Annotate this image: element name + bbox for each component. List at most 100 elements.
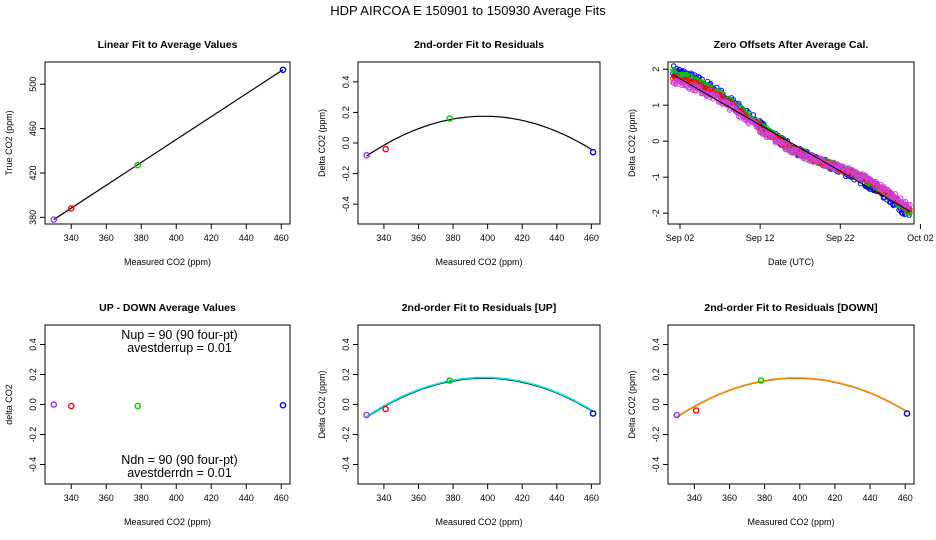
data-point-blue [903, 410, 911, 417]
plot-title: Linear Fit to Average Values [98, 39, 238, 51]
y-tick-label: 0.2 [341, 368, 351, 381]
data-point-blue [589, 148, 597, 156]
data-point-blue [589, 410, 597, 417]
data-point-red [382, 405, 389, 413]
x-tick-label: 420 [204, 233, 219, 243]
y-tick-label: 0.4 [28, 338, 38, 351]
x-tick-label: 440 [239, 233, 254, 243]
fit-line [53, 69, 284, 221]
y-tick-label: 0.0 [341, 398, 351, 411]
data-point-purple [50, 216, 58, 223]
x-tick-label: 420 [515, 493, 530, 503]
data-point-green [757, 377, 765, 384]
y-tick-label: -0.4 [28, 457, 38, 473]
data-point-purple [363, 151, 370, 159]
x-tick-label: 460 [898, 493, 913, 503]
page-title: HDP AIRCOA E 150901 to 150930 Average Fi… [330, 3, 606, 18]
x-tick-label: 460 [584, 493, 599, 503]
x-tick-label: 420 [204, 493, 219, 503]
x-tick-label: 360 [99, 493, 114, 503]
plot-frame [44, 61, 291, 225]
series-point-magenta [902, 198, 909, 205]
y-tick-label: 0 [651, 139, 661, 144]
x-tick-label: 340 [64, 233, 79, 243]
x-tick-label: 460 [584, 233, 599, 243]
data-point-green [134, 161, 142, 169]
plot-title: Zero Offsets After Average Cal. [714, 39, 869, 51]
plot-title: 2nd-order Fit to Residuals [DOWN] [704, 302, 877, 314]
data-point-red [67, 205, 75, 212]
plot-content [670, 63, 913, 218]
series-point-magenta [706, 88, 713, 94]
x-tick-label: 360 [411, 493, 426, 503]
y-tick-label: -0.2 [341, 166, 351, 182]
plot-content [363, 115, 597, 159]
y-tick-label: 460 [28, 121, 38, 136]
annotation-nup: Nup = 90 (90 four-pt) [121, 328, 237, 342]
x-tick-label: Oct 02 [907, 233, 934, 243]
x-tick-label: 340 [687, 493, 702, 503]
x-axis-label: Measured CO2 (ppm) [435, 257, 522, 267]
plot-title: 2nd-order Fit to Residuals [UP] [402, 302, 557, 314]
y-axis-label: Delta CO2 (ppm) [317, 109, 327, 177]
series-point-magenta [780, 140, 786, 146]
panel-p2: 2nd-order Fit to Residuals 340 360 380 400 42… [317, 39, 601, 267]
y-tick-label: 0.0 [28, 398, 38, 411]
panel-p1: Linear Fit to Average Values 340 360 380 400… [4, 39, 291, 267]
data-point-green [446, 377, 453, 384]
plot-content [673, 377, 911, 419]
y-axis-label: Delta CO2 (ppm) [627, 109, 637, 177]
plot-title: UP - DOWN Average Values [99, 302, 236, 314]
panel-p6: 2nd-order Fit to Residuals [DOWN] 340 360 3… [627, 302, 915, 527]
y-tick-label: 0.2 [341, 106, 351, 119]
y-tick-label: -0.2 [341, 427, 351, 443]
series-point-magenta [854, 169, 860, 176]
series-point-magenta [887, 188, 893, 195]
x-tick-label: Sep 22 [826, 233, 855, 243]
x-tick-label: 440 [239, 493, 254, 503]
series-point-blue [707, 80, 714, 87]
data-point-red [67, 402, 75, 410]
x-tick-label: 400 [169, 493, 184, 503]
y-tick-label: -0.4 [341, 457, 351, 473]
y-tick-label: 0.4 [341, 338, 351, 351]
x-tick-label: 460 [274, 233, 289, 243]
data-point-purple [673, 411, 681, 419]
series-point-magenta [898, 195, 904, 201]
data-point-blue [279, 66, 287, 74]
x-tick-label: 340 [64, 493, 79, 503]
y-tick-label: 380 [28, 210, 38, 225]
plot-content [363, 376, 597, 419]
x-tick-label: 360 [722, 493, 737, 503]
panel-p5: 2nd-order Fit to Residuals [UP] 340 360 380… [317, 302, 601, 527]
y-tick-label: 420 [28, 165, 38, 180]
x-tick-label: 380 [446, 233, 461, 243]
y-tick-label: 0.2 [28, 368, 38, 381]
data-point-red [382, 145, 389, 153]
panel-p4: UP - DOWN Average Values 340 360 380 400 420 4… [4, 302, 291, 527]
y-tick-label: 0.4 [341, 76, 351, 89]
y-tick-label: -2 [651, 209, 661, 217]
series-point-blue [671, 63, 677, 69]
annotation-ndn: Ndn = 90 (90 four-pt) [121, 453, 237, 467]
x-tick-label: Sep 02 [666, 233, 695, 243]
x-tick-label: 380 [446, 493, 461, 503]
series-point-magenta [907, 202, 913, 208]
y-tick-label: 1 [651, 103, 661, 108]
x-tick-label: 380 [134, 493, 149, 503]
x-axis-label: Measured CO2 (ppm) [435, 517, 522, 527]
y-tick-label: -0.2 [651, 427, 661, 443]
y-axis-label: Delta CO2 (ppm) [317, 370, 327, 438]
plot-grid: Linear Fit to Average Values 340 360 380 400… [4, 39, 934, 527]
fit-curve-orange [676, 377, 908, 418]
x-axis-label: Measured CO2 (ppm) [124, 517, 211, 527]
data-point-purple [363, 411, 370, 419]
x-tick-label: 400 [480, 233, 495, 243]
fit-curve-black [366, 115, 594, 157]
x-tick-label: 340 [376, 233, 391, 243]
y-tick-label: -1 [651, 173, 661, 181]
x-tick-label: 400 [169, 233, 184, 243]
x-axis-label: Measured CO2 (ppm) [747, 517, 834, 527]
trend-line [672, 74, 911, 212]
plot-content [50, 401, 287, 410]
